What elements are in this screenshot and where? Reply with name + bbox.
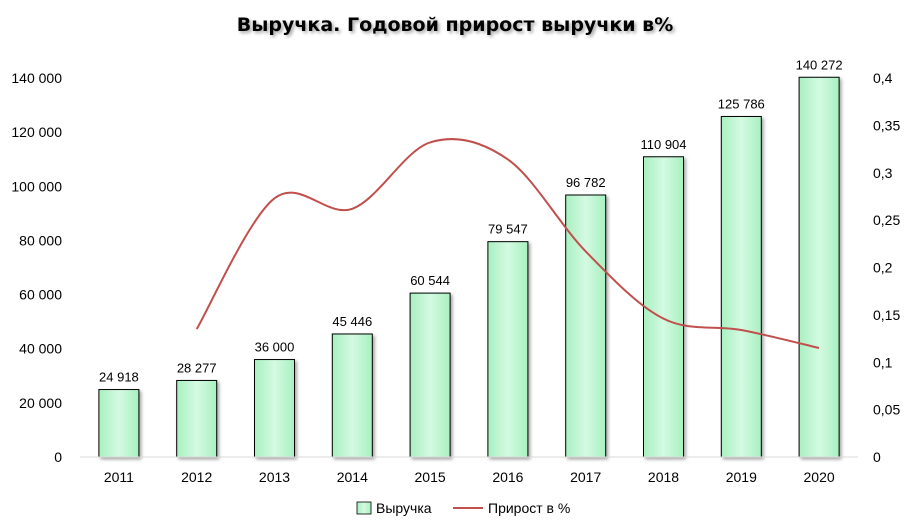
x-tick-label: 2014: [337, 469, 368, 485]
growth-line: [195, 138, 820, 350]
right-tick-label: 0,4: [873, 70, 893, 86]
legend-line-label: Прирост в %: [488, 500, 570, 516]
bar: [487, 241, 529, 458]
right-tick-label: 0,25: [873, 212, 900, 228]
right-tick-label: 0,1: [873, 354, 893, 370]
x-tick-label: 2015: [415, 469, 446, 485]
bar: [98, 389, 140, 458]
line-series: [195, 138, 820, 350]
bar: [254, 359, 295, 458]
left-tick-label: 40 000: [19, 341, 62, 357]
bar: [643, 156, 684, 458]
legend-bar-label: Выручка: [376, 500, 432, 516]
right-axis: 0 0,05 0,1 0,15 0,2 0,25 0,3 0,35 0,4: [873, 70, 900, 465]
x-tick-label: 2012: [181, 469, 212, 485]
bar-series: 24 918 28 277 36 000 45 446 60 544 79 547 96 7…: [98, 57, 843, 458]
left-tick-label: 20 000: [19, 395, 62, 411]
left-tick-label: 140 000: [11, 70, 62, 86]
x-tick-label: 2016: [492, 469, 523, 485]
bar: [720, 115, 762, 458]
left-tick-label: 100 000: [11, 178, 62, 194]
right-tick-label: 0,05: [873, 402, 900, 418]
x-axis: 2011 2012 2013 2014 2015 2016 2017 2018 2019 2020: [80, 456, 858, 485]
bar-data-label: 125 786: [718, 96, 765, 111]
bar-data-label: 24 918: [99, 370, 139, 385]
bar-data-label: 45 446: [332, 314, 372, 329]
x-tick-label: 2013: [259, 469, 290, 485]
x-tick-label: 2020: [804, 469, 835, 485]
x-tick-label: 2018: [648, 469, 679, 485]
bar-data-label: 60 544: [410, 273, 450, 288]
bar-data-label: 36 000: [255, 340, 295, 355]
bar: [331, 333, 373, 458]
x-tick-label: 2017: [570, 469, 601, 485]
left-tick-label: 60 000: [19, 287, 62, 303]
legend-bar-swatch: [356, 501, 372, 515]
bar-data-label: 140 272: [796, 57, 843, 72]
right-tick-label: 0,15: [873, 307, 900, 323]
legend: Выручка Прирост в %: [356, 500, 570, 516]
bar: [409, 292, 451, 458]
left-tick-label: 80 000: [19, 232, 62, 248]
right-tick-label: 0,2: [873, 260, 893, 276]
chart-title: Выручка. Годовой прирост выручки в%: [237, 14, 674, 36]
bar-data-label: 96 782: [566, 175, 606, 190]
bar-data-label: 28 277: [177, 360, 217, 375]
bar: [798, 76, 840, 458]
right-tick-label: 0: [873, 449, 881, 465]
left-tick-label: 0: [54, 449, 62, 465]
bar-data-label: 79 547: [488, 222, 528, 237]
bar: [176, 379, 218, 458]
left-axis: 0 20 000 40 000 60 000 80 000 100 000 120 000 1…: [11, 70, 62, 465]
right-tick-label: 0,35: [873, 117, 900, 133]
x-tick-label: 2019: [726, 469, 757, 485]
right-tick-label: 0,3: [873, 165, 893, 181]
x-tick-label: 2011: [104, 469, 134, 485]
left-tick-label: 120 000: [11, 124, 62, 140]
bar-data-label: 110 904: [640, 137, 686, 152]
bar: [565, 194, 607, 458]
